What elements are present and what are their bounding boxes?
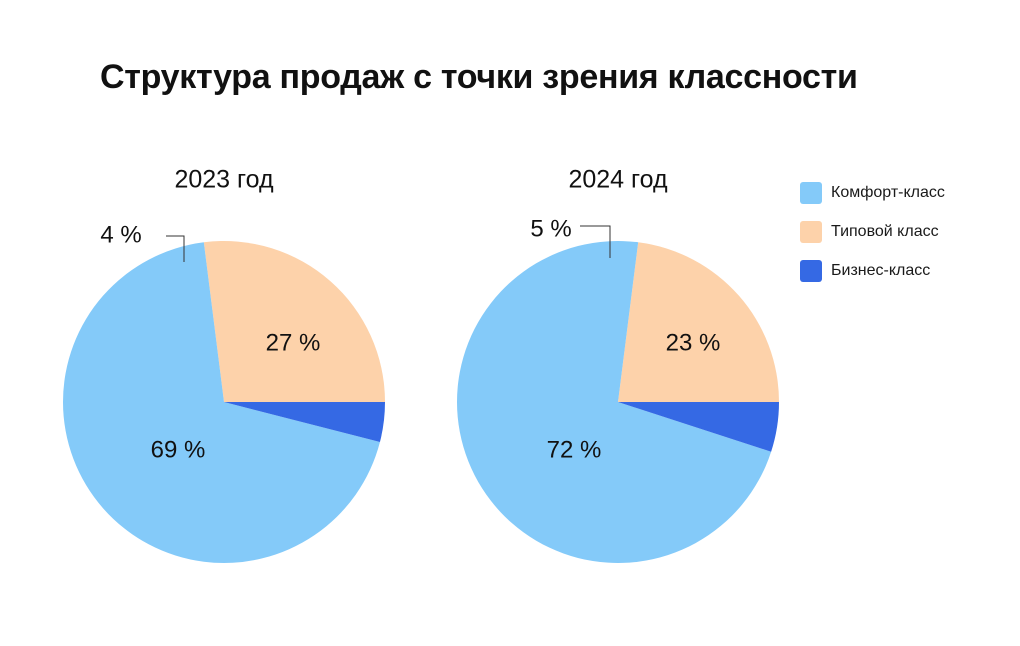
- pie-chart-1: 2024 год 23 % 72 % 5 %: [456, 166, 779, 564]
- chart-title: Структура продаж с точки зрения класснос…: [100, 58, 858, 96]
- pie-slice-typical: [618, 242, 779, 402]
- legend-swatch-comfort: [800, 182, 822, 204]
- pie-title: 2023 год: [174, 166, 273, 194]
- pie-slice-typical: [203, 241, 385, 402]
- legend-item-business: Бизнес-класс: [800, 260, 945, 282]
- leader-line: [580, 225, 611, 258]
- data-label-comfort: 69 %: [151, 436, 206, 463]
- legend-label: Комфорт-класс: [831, 184, 945, 201]
- legend-swatch-business: [800, 260, 822, 282]
- legend: Комфорт-класс Типовой класс Бизнес-класс: [800, 182, 945, 299]
- pie-slice-business: [618, 402, 779, 452]
- leader-line: [166, 235, 185, 262]
- pie-slice-comfort: [62, 242, 380, 564]
- legend-label: Типовой класс: [831, 223, 939, 240]
- pie-slice-business: [224, 402, 385, 443]
- data-label-business: 4 %: [100, 221, 141, 248]
- legend-label: Бизнес-класс: [831, 262, 931, 279]
- data-label-typical: 27 %: [266, 329, 321, 356]
- legend-item-typical: Типовой класс: [800, 221, 945, 243]
- data-label-typical: 23 %: [666, 329, 721, 356]
- pie-chart-0: 2023 год 27 % 69 % 4 %: [62, 166, 385, 564]
- data-label-comfort: 72 %: [547, 436, 602, 463]
- legend-swatch-typical: [800, 221, 822, 243]
- legend-item-comfort: Комфорт-класс: [800, 182, 945, 204]
- pie-title: 2024 год: [568, 166, 667, 194]
- pie-slice-comfort: [456, 241, 772, 564]
- data-label-business: 5 %: [530, 215, 571, 242]
